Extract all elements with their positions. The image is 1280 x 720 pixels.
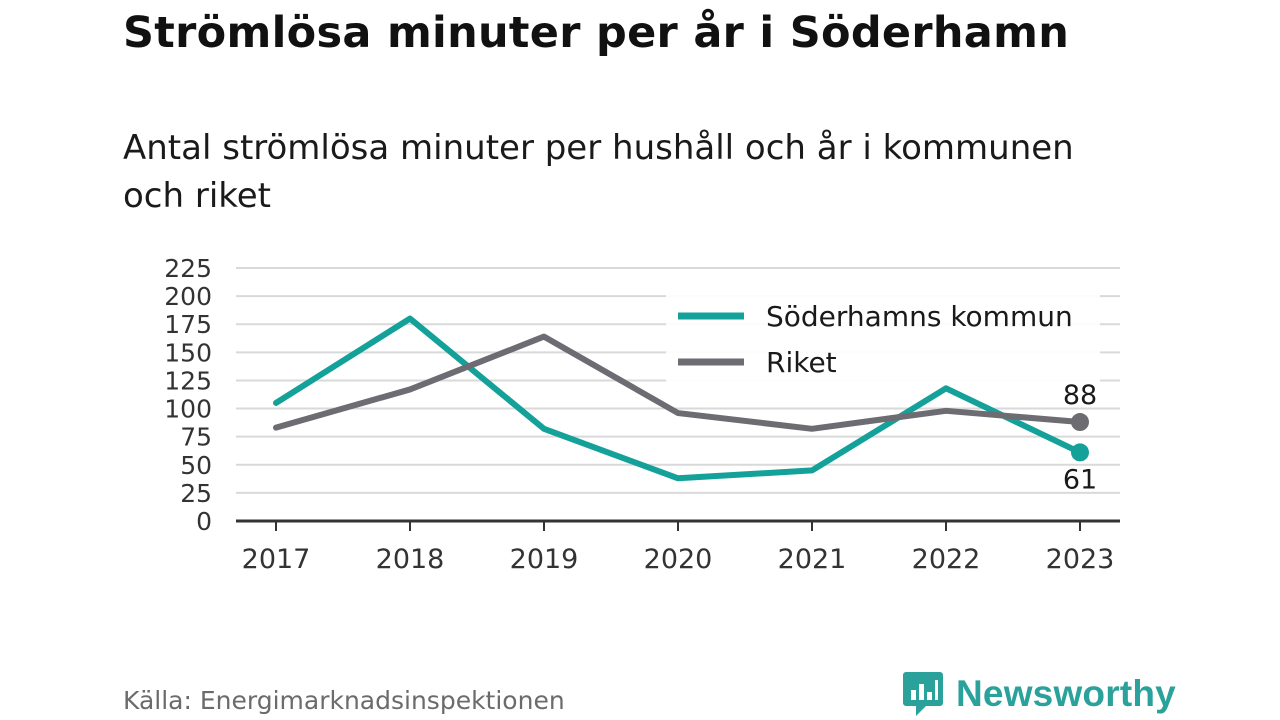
legend: Söderhamns kommun Riket: [666, 294, 1100, 384]
x-tick-label: 2018: [376, 544, 445, 575]
y-tick-label: 0: [196, 507, 212, 536]
end-value-label: 61: [1063, 464, 1097, 495]
x-tick-label: 2021: [778, 544, 847, 575]
legend-background: [666, 294, 1100, 384]
series-line: [273, 333, 1083, 432]
end-point: [1071, 443, 1089, 462]
y-tick-label: 100: [164, 395, 212, 424]
x-tick-label: 2020: [644, 544, 713, 575]
series-lines: 88 61: [273, 315, 1097, 495]
legend-label: Söderhamns kommun: [766, 300, 1073, 333]
source-note: Källa: Energimarknadsinspektionen: [123, 686, 565, 715]
y-tick-label: 150: [164, 338, 212, 367]
x-tick-label: 2022: [912, 544, 981, 575]
y-tick-label: 200: [164, 282, 212, 311]
newsworthy-logo-icon: [903, 672, 943, 716]
end-point: [1071, 413, 1089, 432]
x-tick-label: 2023: [1046, 544, 1115, 575]
newsworthy-logo: Newsworthy: [902, 670, 1176, 718]
y-tick-label: 225: [164, 254, 212, 283]
x-tick-label: 2019: [510, 544, 579, 575]
y-tick-label: 50: [180, 451, 212, 480]
brand-name: Newsworthy: [956, 673, 1176, 714]
y-tick-label: 175: [164, 310, 212, 339]
chart-title: Strömlösa minuter per år i Söderhamn: [123, 8, 1070, 58]
legend-label: Riket: [766, 346, 837, 379]
y-tick-label: 25: [180, 479, 212, 508]
series-line: [273, 315, 1083, 482]
x-tick-label: 2017: [242, 544, 311, 575]
y-tick-label: 75: [180, 423, 212, 452]
end-value-label: 88: [1063, 380, 1097, 411]
chart-subtitle: Antal strömlösa minuter per hushåll och …: [123, 128, 1074, 216]
x-axis: 2017 2018 2019 2020 2021 2022 2023: [236, 519, 1120, 575]
y-tick-label: 125: [164, 366, 212, 395]
